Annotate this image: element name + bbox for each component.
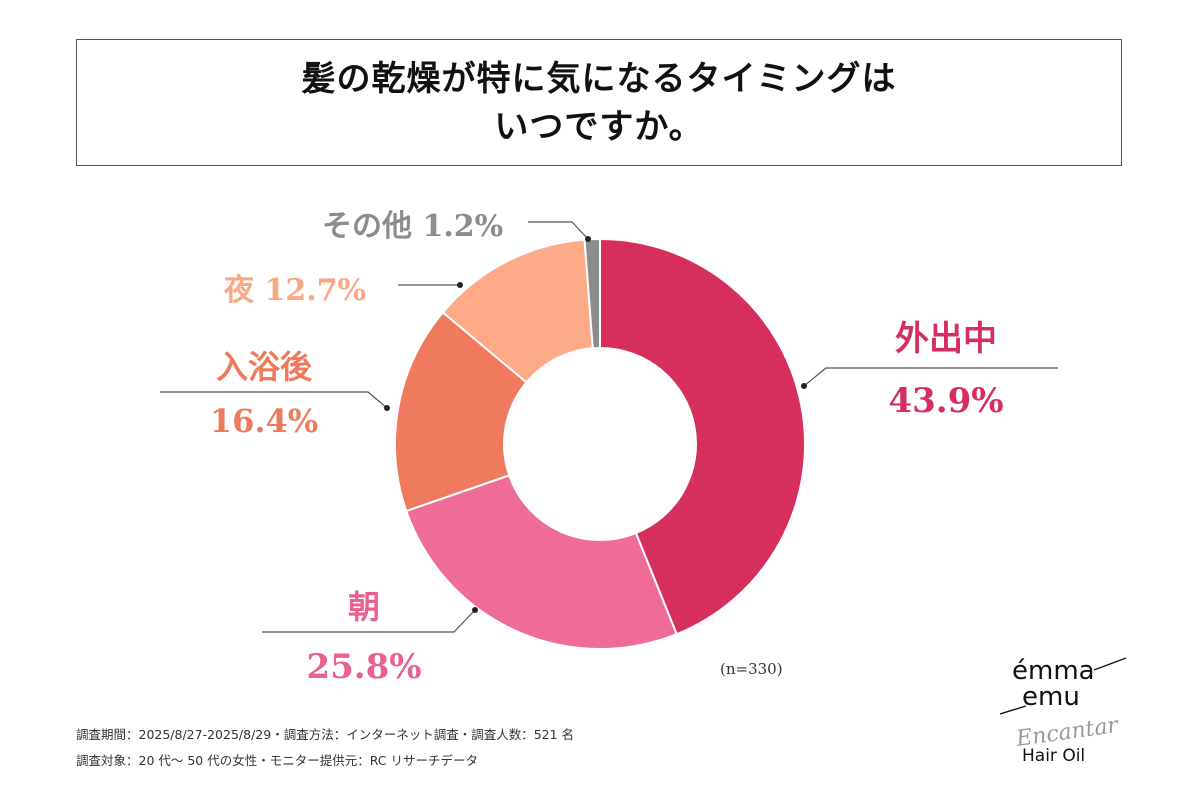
slice-0 [599,237,806,636]
leader-dot-0 [801,383,807,389]
chart-title-line1: 髪の乾燥が特に気になるタイミングは [301,58,897,99]
sample-size: (n=330) [720,660,783,678]
logo-text-emu: emu [1022,682,1080,712]
leader-dot-2 [384,405,390,411]
slice-label-2: 入浴後 [216,348,313,386]
leader-dot-1 [472,607,478,613]
leader-dot-3 [457,282,463,288]
slice-value-1: 25.8% [306,647,421,687]
logo-product-name: Hair Oil [1022,746,1086,766]
leader-dot-4 [585,236,591,242]
brand-logo: émma emu Encantar Hair Oil [1000,650,1140,780]
chart-title-line2: いつですか。 [494,106,704,147]
logo-text-emma: émma [1012,656,1095,686]
slice-label-0: 外出中 [895,319,997,359]
slice-1 [404,474,678,650]
title-box: 髪の乾燥が特に気になるタイミングは いつですか。 [76,39,1122,166]
slice-label-1: 朝 [348,588,380,626]
slice-value-2: 16.4% [210,402,318,440]
leader-line-4 [528,221,589,240]
leader-line-2 [160,391,388,409]
slice-label-4: その他 1.2% [322,209,503,244]
survey-info-line1: 調査期間：2025/8/27-2025/8/29・調査方法：インターネット調査・… [76,727,575,742]
slice-label-3: 夜 12.7% [223,273,366,308]
leader-line-1 [262,609,476,633]
slice-value-0: 43.9% [888,381,1003,421]
logo-slash-lines [1000,657,1127,715]
survey-info-line2: 調査対象：20 代～ 50 代の女性・モニター提供元：RC リサーチデータ [76,753,478,768]
slice-2 [394,310,528,513]
leader-line-0 [803,367,1058,387]
